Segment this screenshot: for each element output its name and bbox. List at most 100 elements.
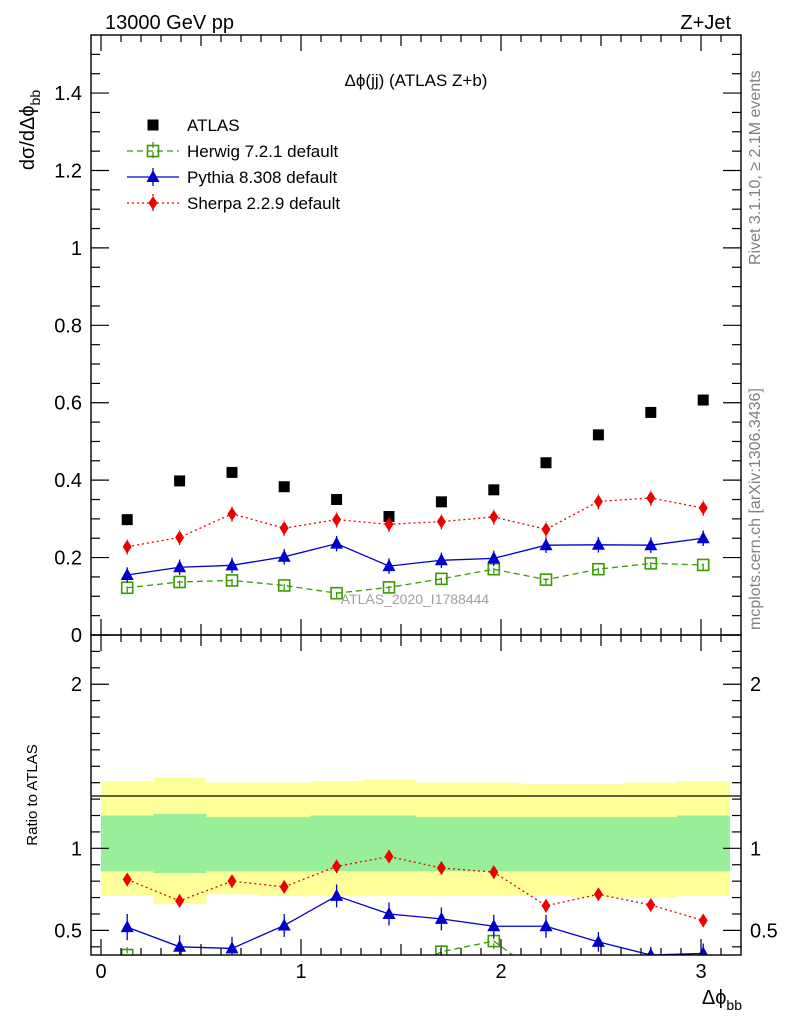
main-ytick-label: 0.2 <box>54 548 82 570</box>
legend-atlas-marker <box>147 119 159 131</box>
ratio-sherpa-point <box>332 859 342 874</box>
main-title: Δϕ(jj) (ATLAS Z+b) <box>345 71 488 90</box>
legend: ATLAS Herwig 7.2.1 default Pythia 8.308 de… <box>127 116 340 213</box>
main-pythia-point <box>487 551 501 564</box>
ratio-ytick-label: 1 <box>71 838 82 860</box>
ratio-sherpa-point <box>384 849 394 864</box>
main-ytick-label: 0.8 <box>54 315 82 337</box>
main-herwig-point <box>696 558 710 572</box>
ratio-band-inner <box>205 817 259 872</box>
main-sherpa-point <box>122 539 132 554</box>
ratio-pythia-point <box>330 888 344 901</box>
main-atlas-point <box>435 496 447 508</box>
main-pythia-point <box>120 568 134 580</box>
main-atlas-point <box>331 494 343 506</box>
ratio-sherpa-point <box>646 897 656 912</box>
main-atlas-point <box>592 429 604 441</box>
side-label-rivet: Rivet 3.1.10, ≥ 2.1M events <box>747 70 764 265</box>
main-pythia-point <box>644 538 658 551</box>
ratio-sherpa-point <box>227 874 237 889</box>
main-atlas-point <box>278 481 290 493</box>
ratio-herwig-point <box>279 974 290 985</box>
ratio-ytick-label-right: 1 <box>750 838 761 860</box>
legend-pythia-marker <box>146 170 160 182</box>
main-sherpa-line <box>127 497 704 548</box>
ratio-band-inner <box>624 817 678 872</box>
ratio-pythia-point <box>647 948 655 955</box>
ratio-herwig-point <box>645 974 656 985</box>
ratio-herwig-point <box>174 974 185 985</box>
main-ytick-label: 1.2 <box>54 160 82 182</box>
ratio-pythia-point <box>382 906 396 919</box>
legend-sherpa-marker <box>148 196 158 210</box>
main-atlas-point <box>488 484 500 496</box>
ratio-pythia-point <box>487 919 501 932</box>
ratio-bands <box>101 777 730 905</box>
legend-herwig-label: Herwig 7.2.1 default <box>187 142 338 161</box>
ratio-band-inner <box>153 813 207 873</box>
main-sherpa-point <box>436 514 446 529</box>
main-sherpa-point <box>593 494 603 509</box>
ratio-band-inner <box>677 815 730 872</box>
ratio-band-inner <box>467 817 521 872</box>
legend-atlas-label: ATLAS <box>187 116 240 135</box>
main-ylabel: dσ/dΔϕbb <box>17 90 43 171</box>
ratio-herwig-point <box>435 945 448 955</box>
main-pythia-point <box>225 558 239 571</box>
ratio-herwig-point <box>331 974 342 985</box>
ratio-sherpa-line <box>126 855 704 922</box>
ratio-axis-ticks: 0 1 2 3 0.5 0.5 1 1 2 2 <box>54 635 778 983</box>
ratio-sherpa-point <box>279 879 289 894</box>
ratio-pythia-point <box>225 941 239 954</box>
main-atlas-point <box>540 457 552 469</box>
ratio-pythia-point <box>173 939 187 952</box>
main-herwig-point <box>225 574 239 587</box>
main-pythia-point <box>434 553 448 566</box>
ratio-xtick-label: 0 <box>95 961 106 983</box>
ratio-pythia-point <box>539 919 553 932</box>
ratio-sherpa-point <box>175 893 185 908</box>
main-pythia-point <box>173 560 187 573</box>
ratio-pythia-point <box>591 934 605 947</box>
ratio-band-inner <box>258 817 311 872</box>
ratio-herwig-point <box>120 948 134 955</box>
main-sherpa-point <box>646 490 656 505</box>
main-herwig-point <box>435 572 448 586</box>
ratio-pythia-point <box>698 946 708 955</box>
ratio-xlabel: Δϕbb <box>702 987 742 1013</box>
ratio-pythia-point <box>434 911 448 924</box>
main-ytick-label: 1.4 <box>54 83 82 105</box>
main-sherpa-point <box>384 517 394 532</box>
ratio-pythia-point <box>120 920 134 933</box>
main-pythia-point <box>330 536 344 549</box>
ratio-herwig-point <box>227 974 238 985</box>
main-sherpa-point <box>227 506 237 521</box>
ratio-herwig-point <box>384 974 395 985</box>
ratio-sherpa-point <box>593 887 603 902</box>
ratio-ytick-label-right: 2 <box>750 674 761 696</box>
ratio-xtick-label: 3 <box>695 961 706 983</box>
ratio-data-layer <box>120 849 708 985</box>
main-herwig-point <box>277 579 291 592</box>
main-atlas-point <box>121 514 133 526</box>
ratio-herwig-point <box>593 974 604 985</box>
main-ytick-label: 0.4 <box>54 470 82 492</box>
legend-sherpa-label: Sherpa 2.2.9 default <box>187 194 340 213</box>
ratio-sherpa-point <box>122 872 132 887</box>
main-axis-ticks: 0 0.2 0.4 0.6 0.8 1 1.2 1.4 <box>54 35 741 647</box>
ratio-herwig-point <box>541 974 552 985</box>
main-sherpa-point <box>541 522 551 537</box>
ratio-sherpa-point <box>436 861 446 876</box>
main-atlas-point <box>226 466 238 478</box>
main-sherpa-point <box>489 509 499 524</box>
ratio-band-inner <box>572 817 626 872</box>
main-atlas-point <box>697 394 709 406</box>
ratio-xtick-label: 2 <box>495 961 506 983</box>
side-label-mcplots: mcplots.cern.ch [arXiv:1306.3436] <box>747 388 764 630</box>
main-herwig-point <box>644 557 658 570</box>
main-herwig-point <box>592 562 605 576</box>
ratio-ytick-label: 0.5 <box>54 920 82 942</box>
ratio-pythia-point <box>277 918 291 931</box>
main-herwig-point <box>382 581 396 594</box>
